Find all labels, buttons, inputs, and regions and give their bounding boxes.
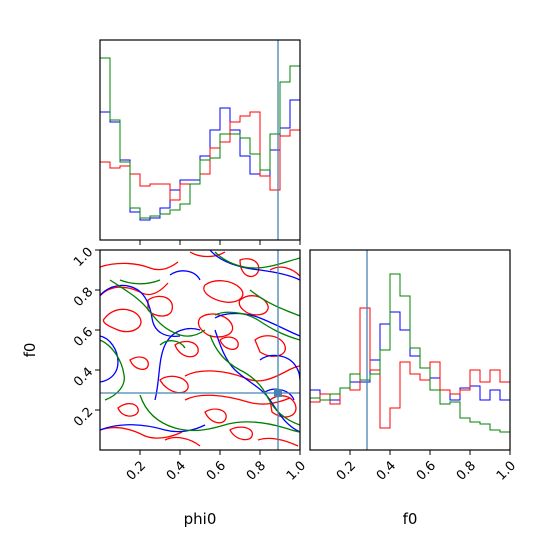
phi0-histogram-series-red [100,111,300,201]
f0-xaxis-tick-label: 0.4 [374,458,399,483]
phi0-xaxis-tick-label: 1.0 [284,458,309,483]
f0-xaxis-tick-label: 1.0 [494,458,519,483]
phi0-xaxis-tick-label: 0.6 [204,458,229,483]
phi0-xaxis-tick-label: 0.4 [164,458,189,483]
ylabel-f0: f0 [21,343,39,358]
phi0-histogram-series-green [100,57,300,219]
f0-yaxis-tick-label: 0.6 [71,325,96,350]
xlabel-phi0: phi0 [184,510,217,528]
phi0-f0-contour-frame [99,249,301,451]
xlabel-f0: f0 [403,510,418,528]
f0-yaxis-tick-label: 0.2 [71,405,96,430]
contours-red [100,251,300,447]
truth-point-marker [274,389,282,397]
f0-xaxis-tick-label: 0.8 [454,458,479,483]
f0-histogram-frame [309,249,511,451]
f0-xaxis-tick-label: 0.6 [414,458,439,483]
f0-histogram-panel: 0.2 0.4 0.6 0.8 1.0 [309,249,519,484]
f0-yaxis-tick-label: 1.0 [71,245,96,270]
f0-histogram-series-green [310,273,510,433]
phi0-f0-contour-panel: 0.2 0.4 0.6 0.8 1.0 0.2 0.4 0.6 0.8 1.0 [71,245,309,484]
f0-xaxis-tick-label: 0.2 [334,458,359,483]
phi0-histogram-frame [99,39,301,241]
f0-yaxis-tick-label: 0.4 [71,365,96,390]
phi0-xaxis-tick-label: 0.8 [244,458,269,483]
phi0-xaxis-tick-label: 0.2 [124,458,149,483]
contours-green [100,251,300,433]
phi0-histogram-panel [99,39,301,245]
f0-yaxis-tick-label: 0.8 [71,285,96,310]
contours-blue [100,250,300,433]
